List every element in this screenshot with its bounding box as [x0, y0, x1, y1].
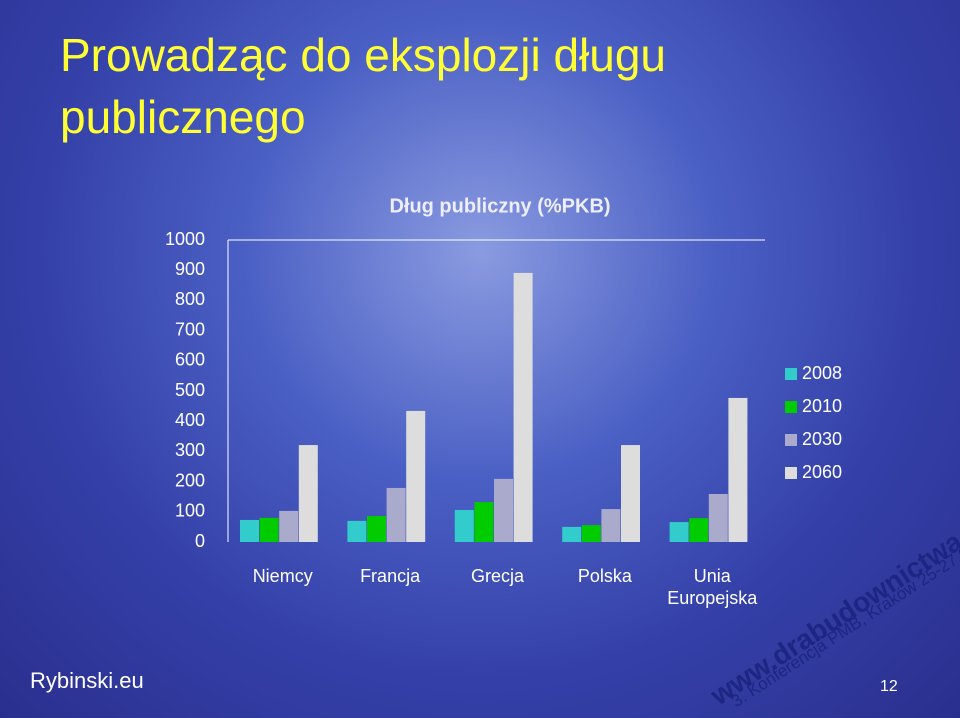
bar: [513, 272, 533, 542]
page-number: 12: [880, 678, 898, 695]
bar: [259, 517, 279, 542]
legend-label: 2008: [802, 363, 842, 383]
legend-swatch: [785, 401, 797, 413]
y-tick-label: 200: [175, 470, 205, 490]
x-tick-label: Francja: [360, 566, 421, 586]
legend-swatch: [785, 467, 797, 479]
slide-title: Prowadząc do eksplozji długu publicznego: [60, 29, 667, 143]
legend-label: 2010: [802, 396, 842, 416]
bar: [240, 519, 259, 542]
y-tick-label: 400: [175, 410, 205, 430]
x-tick-label: Grecja: [470, 566, 524, 586]
y-tick-label: 1000: [165, 229, 205, 249]
footer: Rybinski.eu: [30, 668, 144, 693]
bar: [454, 509, 474, 542]
bar: [474, 502, 494, 542]
bar: [367, 516, 386, 542]
bar: [386, 487, 406, 542]
legend-label: 2060: [802, 462, 842, 482]
y-tick-label: 500: [175, 380, 205, 400]
bar: [601, 509, 621, 542]
bar: [347, 520, 367, 542]
legend-label: 2030: [802, 429, 842, 449]
x-tick-label: Niemcy: [252, 566, 313, 586]
bar: [562, 526, 582, 542]
bar: [279, 510, 299, 542]
bar: [669, 522, 689, 542]
y-tick-label: 0: [195, 531, 205, 551]
y-tick-label: 700: [175, 319, 205, 339]
y-tick-label: 800: [175, 289, 205, 309]
y-tick-label: 900: [175, 259, 205, 279]
x-tick-label: Polska: [577, 566, 632, 586]
y-tick-label: 600: [175, 350, 205, 370]
bar: [406, 410, 426, 542]
bar: [298, 445, 318, 542]
bar: [728, 397, 748, 542]
bar: [708, 493, 728, 542]
bar: [494, 478, 513, 542]
chart-title: Dług publiczny (%PKB): [389, 195, 610, 217]
y-tick-label: 100: [175, 501, 205, 521]
x-tick-label: Unia Europejska: [667, 566, 758, 608]
legend-swatch: [785, 434, 797, 446]
y-tick-label: 300: [175, 440, 205, 460]
bar: [689, 518, 709, 542]
bar: [621, 445, 640, 542]
bar: [581, 525, 601, 542]
legend-swatch: [785, 368, 797, 380]
